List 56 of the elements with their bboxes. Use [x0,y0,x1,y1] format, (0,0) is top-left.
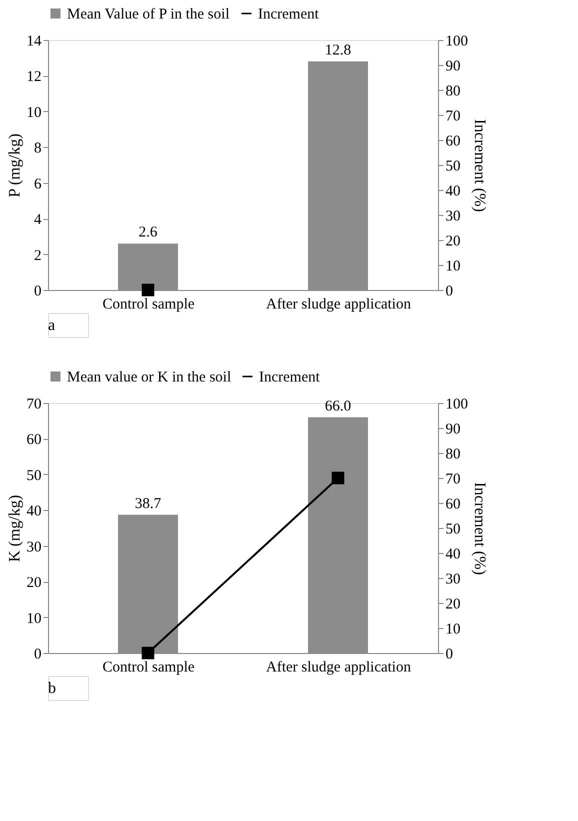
legend-label: Increment [258,6,320,22]
y2-axis-title: Increment (%) [471,482,488,575]
data-label: 38.7 [134,496,162,512]
y2-tick-label: 0 [446,284,453,300]
y2-tick-label: 20 [446,234,460,250]
y2-tick-label: 20 [446,596,460,612]
y2-tick-label: 50 [446,158,460,174]
y2-tick-label: 70 [446,472,460,488]
y2-tick-label: 80 [446,446,460,462]
y2-tick-label: 100 [446,396,468,412]
data-label: 12.8 [324,42,352,58]
y2-tick-label: 60 [446,134,460,150]
x-tick-label: Control sample [102,660,195,676]
y2-tick-label: 30 [446,208,460,224]
y-axis-title: P (mg/kg) [6,134,24,198]
y-tick-label: 2 [34,248,42,264]
y2-tick-label: 80 [446,84,460,100]
y-tick-label: 0 [34,646,42,662]
data-label: 66.0 [324,398,352,414]
text: b [48,680,56,697]
x-tick-label: After sludge application [266,660,412,676]
y2-axis-title: Increment (%) [471,119,488,212]
y-tick-label: 10 [26,610,42,627]
y2-tick-label: 10 [446,622,460,638]
y2-tick-label: 90 [446,58,460,74]
y-axis-title: K (mg/kg) [6,494,24,562]
y2-tick-label: 30 [446,572,460,588]
y-tick-label: 0 [34,284,42,300]
y-tick-label: 4 [34,212,42,228]
x-tick-label: Control sample [102,296,195,312]
text: a [48,317,56,334]
y2-tick-label: 0 [446,646,453,662]
legend-label: Mean value or K in the soil [67,370,232,386]
y-tick-label: 70 [26,396,42,412]
y2-tick-label: 40 [446,546,460,562]
y-tick-label: 8 [34,140,42,157]
y-tick-label: 20 [26,575,42,592]
y2-tick-label: 40 [446,184,460,200]
legend-label: Mean Value of P in the soil [67,6,230,22]
y2-tick-label: 50 [446,522,460,538]
y-tick-label: 12 [26,69,42,86]
y-tick-label: 14 [26,34,42,50]
y-tick-label: 30 [26,539,42,556]
y2-tick-label: 90 [446,422,460,438]
y2-tick-label: 10 [446,258,460,274]
y-tick-label: 10 [26,104,42,121]
y2-tick-label: 100 [446,34,468,50]
legend-label: Increment [259,370,321,386]
y-tick-label: 50 [26,468,42,484]
y2-tick-label: 70 [446,108,460,124]
y-tick-label: 60 [26,432,42,448]
y-tick-label: 40 [26,504,42,520]
y-tick-label: 6 [34,176,42,192]
x-tick-label: After sludge application [266,296,412,312]
data-label: 2.6 [138,224,158,241]
y2-tick-label: 60 [446,496,460,512]
